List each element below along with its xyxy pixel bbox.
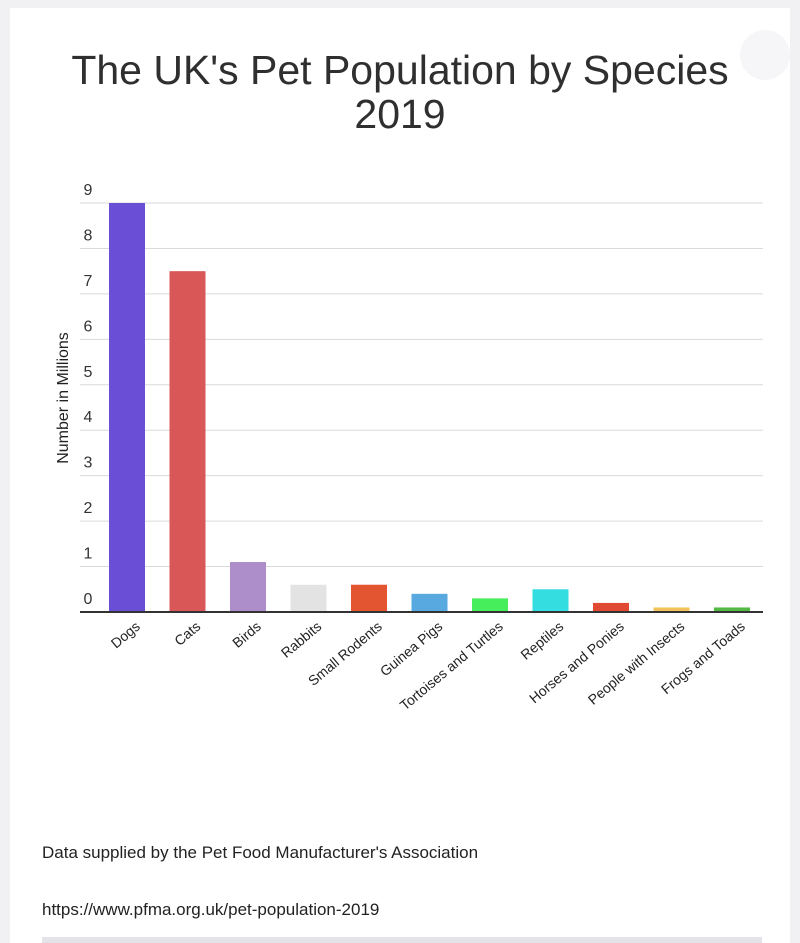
y-tick-label: 3 bbox=[84, 455, 93, 472]
bar-rabbits bbox=[290, 584, 327, 612]
x-tick-label: Birds bbox=[229, 618, 264, 651]
y-axis-ticks: 0 1 2 3 4 5 6 7 8 9 bbox=[84, 182, 93, 608]
y-tick-label: 5 bbox=[84, 364, 93, 381]
source-url[interactable]: https://www.pfma.org.uk/pet-population-2… bbox=[42, 900, 380, 919]
x-tick-label: Rabbits bbox=[278, 618, 325, 661]
source-note: Data supplied by the Pet Food Manufactur… bbox=[42, 843, 479, 862]
bar-people-with-insects bbox=[653, 607, 690, 612]
y-tick-label: 8 bbox=[84, 227, 93, 244]
bar-tortoises-and-turtles bbox=[472, 598, 508, 612]
chart-title: The UK's Pet Population by Species 2019 bbox=[0, 48, 800, 136]
y-tick-label: 7 bbox=[84, 273, 93, 290]
y-axis-label: Number in Millions bbox=[55, 332, 72, 464]
y-tick-label: 1 bbox=[84, 546, 93, 563]
bar-dogs bbox=[109, 203, 145, 612]
bars bbox=[80, 203, 763, 613]
bar-small-rodents bbox=[351, 584, 387, 612]
y-tick-label: 6 bbox=[84, 318, 93, 335]
bar-birds bbox=[230, 562, 266, 612]
bar-guinea-pigs bbox=[411, 593, 448, 612]
bar-horses-and-ponies bbox=[593, 602, 629, 612]
y-tick-label: 0 bbox=[84, 591, 93, 608]
menu-button[interactable] bbox=[740, 30, 790, 80]
x-tick-label: Cats bbox=[171, 618, 203, 649]
chart-title-line2: 2019 bbox=[354, 91, 446, 137]
chart-title-line1: The UK's Pet Population by Species bbox=[71, 47, 729, 93]
bottom-divider bbox=[42, 937, 762, 943]
x-tick-label: Reptiles bbox=[517, 618, 566, 663]
y-tick-label: 2 bbox=[84, 500, 93, 517]
bar-reptiles bbox=[532, 589, 569, 612]
bar-cats bbox=[169, 271, 206, 612]
x-tick-label: Tortoises and Turtles bbox=[397, 618, 506, 713]
y-tick-label: 4 bbox=[84, 409, 93, 426]
x-tick-label: Dogs bbox=[108, 618, 143, 651]
bar-frogs-and-toads bbox=[714, 607, 750, 612]
y-tick-label: 9 bbox=[84, 182, 93, 199]
